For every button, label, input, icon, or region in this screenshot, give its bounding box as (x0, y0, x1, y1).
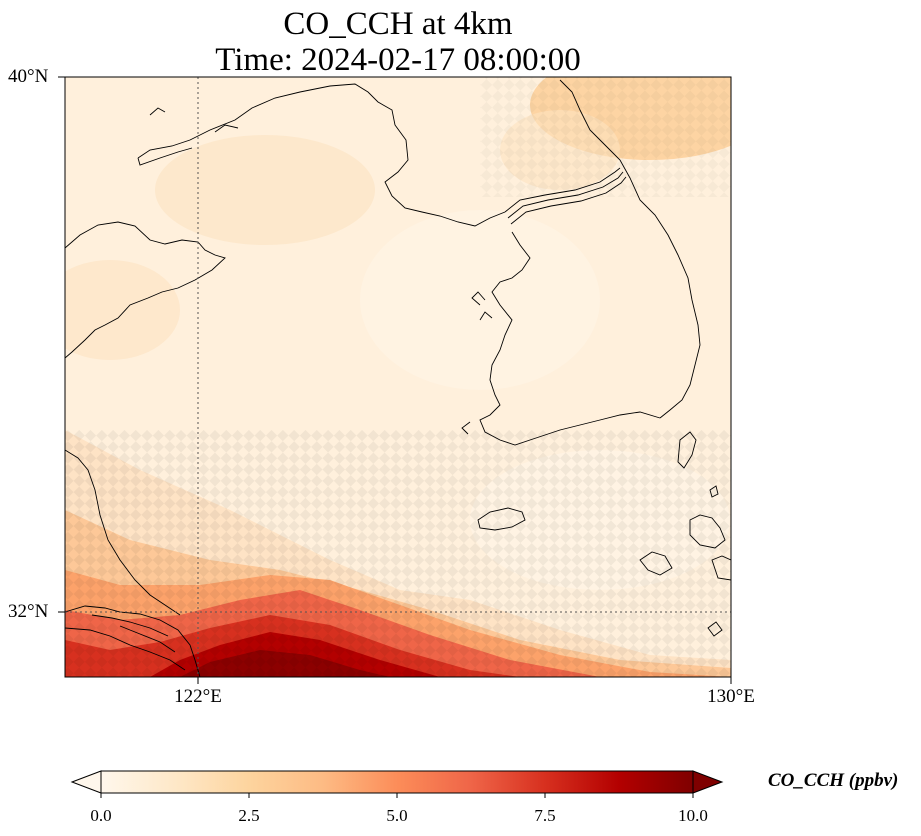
lat-label-32n: 32°N (8, 601, 49, 622)
lon-label-122e: 122°E (174, 686, 222, 707)
coastlines (65, 79, 731, 677)
colorbar-label: CO_CCH (ppbv) (768, 770, 899, 791)
colorbar-tick-0: 0.0 (90, 806, 112, 825)
map-frame (64, 76, 732, 678)
colorbar-gradient (101, 771, 693, 793)
colorbar-extend-min (70, 770, 102, 794)
lon-label-130e: 130°E (707, 686, 755, 707)
concentration-field (65, 77, 731, 677)
lat-label-40n: 40°N (8, 66, 49, 87)
colorbar-tick-4: 10.0 (678, 806, 708, 825)
colorbar-tick-1: 2.5 (238, 806, 260, 825)
colorbar-tick-2: 5.0 (386, 806, 408, 825)
colorbar-tick-3: 7.5 (534, 806, 556, 825)
colorbar (70, 770, 724, 798)
map-title-line1: CO_CCH at 4km (283, 6, 513, 42)
colorbar-extend-max (692, 770, 724, 794)
map-title-line2: Time: 2024-02-17 08:00:00 (215, 42, 581, 78)
